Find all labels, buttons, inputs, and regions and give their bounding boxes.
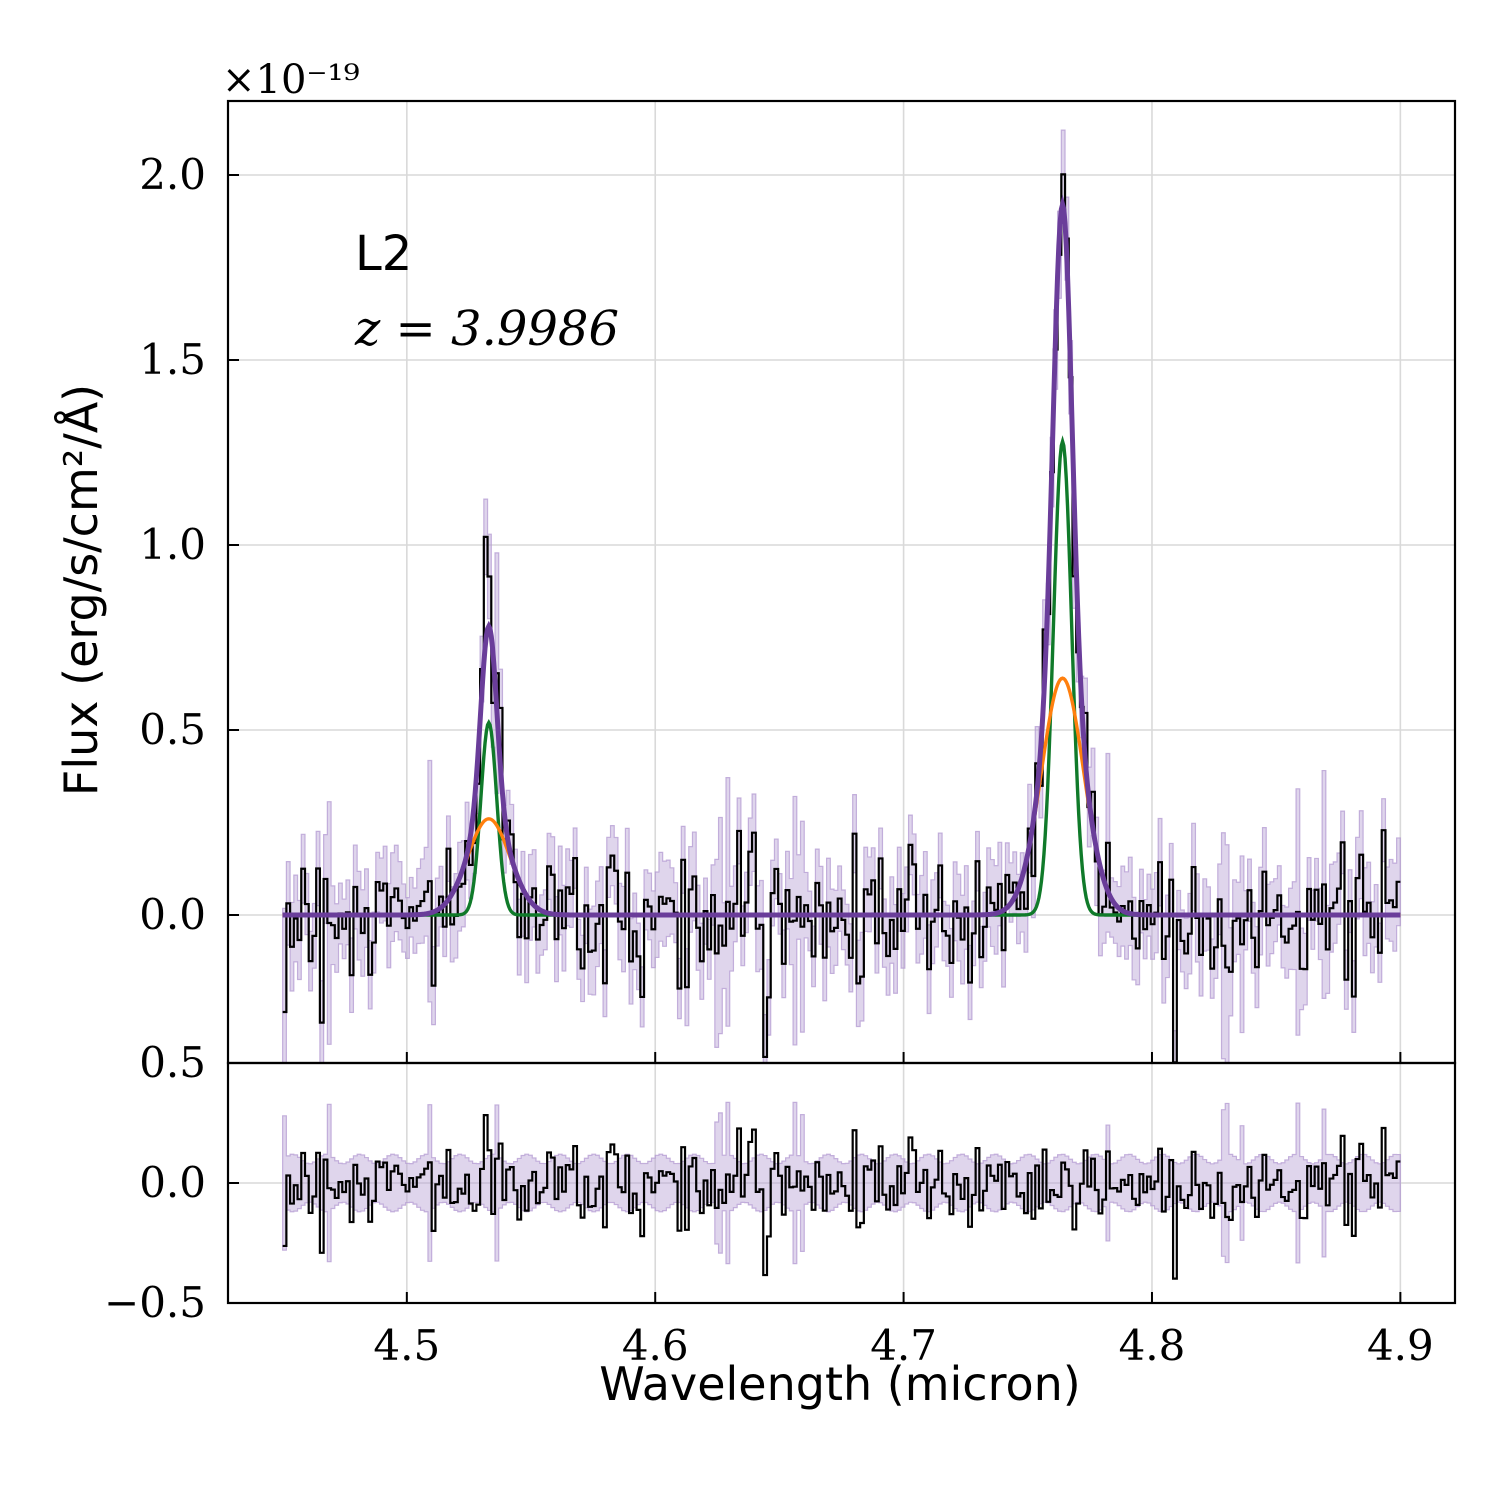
x-tick-label-2: 4.7 xyxy=(870,1321,937,1370)
total-model-line xyxy=(282,194,1401,918)
top-y-tick-label-0: 0.0 xyxy=(139,890,206,939)
bottom-y-tick-label-2: 0.5 xyxy=(139,1038,206,1087)
annotation-redshift: z = 3.9986 xyxy=(354,301,619,357)
offset-text: ×10⁻¹⁹ xyxy=(222,57,360,103)
top-y-tick-label-1: 0.5 xyxy=(139,705,206,754)
model-series xyxy=(282,194,1401,918)
top-uncertainty-band xyxy=(282,129,1401,1063)
y-axis-title: Flux (erg/s/cm²/Å) xyxy=(54,384,108,796)
top-y-tick-label-4: 2.0 xyxy=(139,150,206,199)
bottom-y-tick-label-1: 0.0 xyxy=(139,1158,206,1207)
x-tick-label-4: 4.9 xyxy=(1367,1321,1434,1370)
x-tick-label-3: 4.8 xyxy=(1119,1321,1186,1370)
axis-tick-labels: 4.5 4.6 4.7 4.8 4.9 0.0 0.5 1.0 1.5 2.0 −0.5 0.0 0.5 xyxy=(104,150,1434,1370)
bottom-y-tick-label-0: −0.5 xyxy=(104,1278,206,1327)
residual-line xyxy=(282,1113,1401,1280)
top-y-tick-label-2: 1.0 xyxy=(139,520,206,569)
x-tick-label-0: 4.5 xyxy=(373,1321,440,1370)
top-uncertainty-area xyxy=(282,129,1401,1063)
bottom-residual-series xyxy=(282,1113,1401,1280)
top-spectrum-series xyxy=(282,173,1401,1063)
observed-spectrum-line xyxy=(282,173,1401,1063)
x-axis-title: Wavelength (micron) xyxy=(599,1357,1080,1411)
annotation-label: L2 xyxy=(355,226,412,282)
axis-ticks xyxy=(228,174,1402,1304)
x-tick-label-1: 4.6 xyxy=(622,1321,689,1370)
top-y-tick-label-3: 1.5 xyxy=(139,335,206,384)
